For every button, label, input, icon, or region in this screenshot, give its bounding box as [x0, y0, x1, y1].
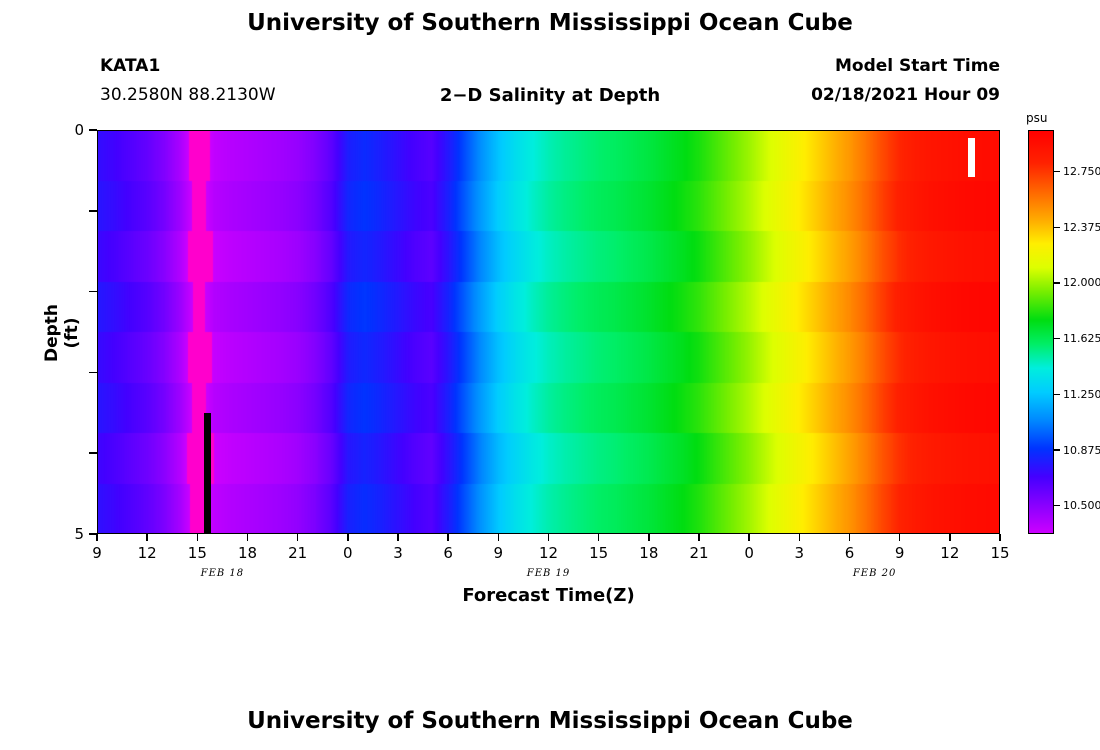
colorbar-tick-mark — [1054, 282, 1060, 284]
x-date-label: FEB 20 — [852, 568, 897, 579]
colorbar-tick-label: 12.000 — [1063, 276, 1100, 290]
x-tick-mark — [648, 534, 650, 541]
white-marker-bar — [967, 138, 976, 177]
model-start-time-label: Model Start Time — [835, 56, 1000, 76]
colorbar — [1028, 130, 1054, 534]
x-tick-mark — [748, 534, 750, 541]
x-tick-mark — [999, 534, 1001, 541]
x-tick-label: 0 — [343, 544, 353, 562]
y-tick-mark — [89, 371, 97, 374]
x-tick-label: 15 — [589, 544, 609, 562]
x-tick-mark — [798, 534, 801, 541]
x-tick-label: 9 — [894, 544, 905, 562]
colorbar-tick-label: 12.375 — [1063, 220, 1100, 234]
colorbar-tick-label: 11.625 — [1063, 332, 1100, 346]
x-tick-label: 15 — [990, 544, 1010, 562]
colorbar-tick-mark — [1054, 170, 1060, 173]
x-tick-mark — [146, 534, 148, 541]
colorbar-tick-mark — [1054, 393, 1060, 396]
y-tick-mark — [89, 452, 97, 454]
y-axis-title: Depth (ft) — [42, 303, 82, 363]
colorbar-tick-label: 10.875 — [1063, 443, 1100, 457]
x-date-label: FEB 19 — [526, 568, 571, 579]
x-tick-mark — [96, 534, 98, 541]
x-tick-label: 21 — [689, 544, 709, 562]
x-tick-label: 9 — [92, 544, 102, 562]
x-axis-title: Forecast Time(Z) — [462, 585, 635, 606]
x-tick-mark — [698, 534, 700, 541]
x-tick-label: 12 — [538, 544, 559, 562]
black-marker-bar — [203, 412, 212, 534]
y-tick-label: 5 — [74, 525, 84, 543]
station-coordinates: 30.2580N 88.2130W — [100, 85, 276, 105]
x-date-label: FEB 18 — [200, 568, 245, 579]
x-tick-mark — [898, 534, 901, 541]
y-tick-mark — [89, 290, 97, 293]
colorbar-tick-mark — [1054, 505, 1060, 507]
x-tick-label: 15 — [187, 544, 207, 562]
colorbar-tick-label: 11.250 — [1063, 387, 1100, 401]
x-tick-mark — [497, 534, 500, 541]
x-tick-mark — [447, 534, 449, 541]
x-tick-label: 3 — [393, 544, 403, 562]
y-tick-mark — [89, 210, 97, 212]
heatmap-plot — [97, 130, 1000, 534]
x-tick-mark — [347, 534, 349, 541]
model-start-time-value: 02/18/2021 Hour 09 — [811, 85, 1000, 105]
x-tick-mark — [597, 534, 600, 541]
x-tick-mark — [296, 534, 299, 541]
x-tick-label: 9 — [493, 544, 504, 562]
y-tick-mark — [89, 533, 97, 535]
x-tick-label: 0 — [744, 544, 754, 562]
colorbar-tick-label: 10.500 — [1063, 499, 1100, 513]
x-tick-label: 18 — [639, 544, 659, 562]
x-tick-label: 18 — [237, 544, 258, 562]
station-id: KATA1 — [100, 56, 161, 76]
x-tick-mark — [246, 534, 249, 541]
x-tick-mark — [848, 534, 851, 541]
x-tick-label: 12 — [137, 544, 157, 562]
x-tick-label: 6 — [443, 544, 453, 562]
bottom-title: University of Southern Mississippi Ocean… — [247, 708, 853, 734]
y-tick-label: 0 — [74, 121, 84, 139]
x-tick-label: 21 — [288, 544, 308, 562]
colorbar-tick-mark — [1054, 449, 1060, 451]
x-tick-mark — [397, 534, 399, 541]
x-tick-label: 12 — [940, 544, 960, 562]
plot-title: 2−D Salinity at Depth — [439, 85, 661, 106]
colorbar-tick-label: 12.750 — [1063, 165, 1100, 179]
colorbar-tick-mark — [1054, 337, 1060, 340]
x-tick-label: 3 — [794, 544, 805, 562]
x-tick-mark — [949, 534, 951, 541]
heatmap-canvas — [97, 130, 1000, 534]
x-tick-label: 6 — [844, 544, 855, 562]
top-title: University of Southern Mississippi Ocean… — [247, 10, 853, 36]
x-tick-mark — [196, 534, 199, 541]
colorbar-tick-mark — [1054, 226, 1060, 228]
colorbar-unit-label: psu — [1026, 111, 1048, 125]
y-tick-mark — [89, 129, 97, 131]
x-tick-mark — [547, 534, 550, 541]
